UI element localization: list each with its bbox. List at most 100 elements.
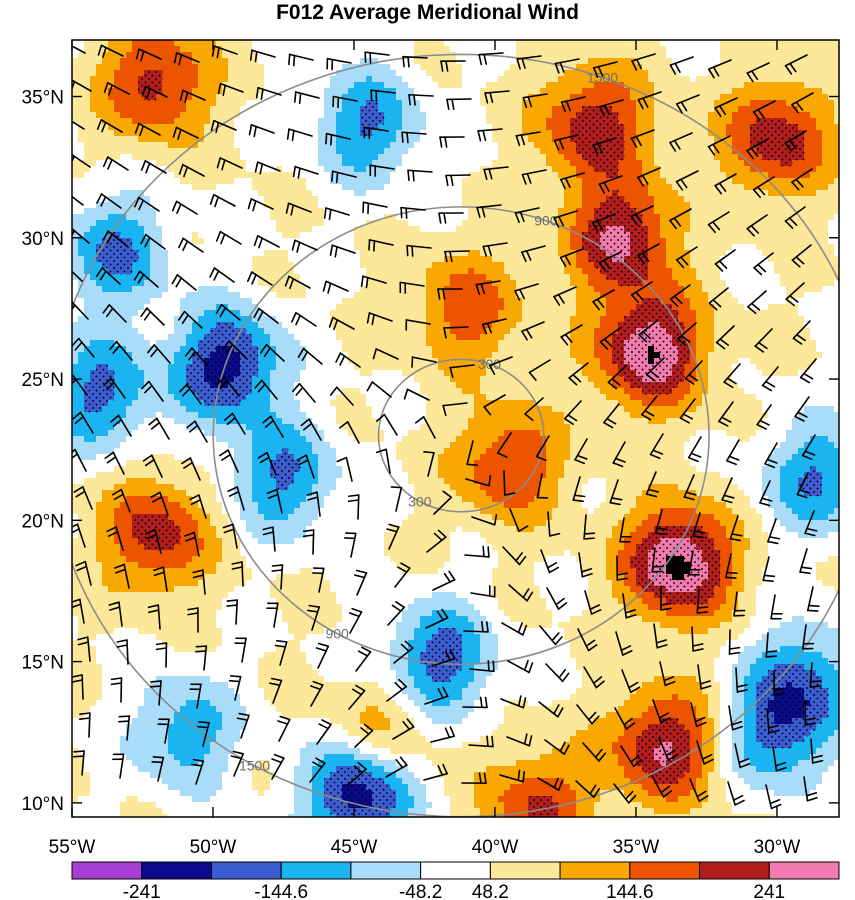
field-cell: [528, 184, 535, 191]
field-cell: [270, 196, 277, 203]
field-cell: [786, 94, 793, 101]
field-cell: [546, 76, 553, 83]
field-cell: [744, 142, 751, 149]
field-cell: [786, 244, 793, 251]
field-cell: [150, 172, 157, 179]
field-cell: [714, 160, 721, 167]
field-cell: [372, 142, 379, 149]
field-cell: [786, 100, 793, 107]
field-cell: [354, 214, 361, 221]
field-cell: [96, 238, 103, 245]
field-cell: [756, 46, 763, 53]
field-cell: [186, 190, 193, 197]
field-cell: [546, 52, 553, 59]
field-cell: [732, 166, 739, 173]
field-cell: [738, 142, 745, 149]
field-cell: [810, 208, 817, 215]
field-cell: [558, 94, 565, 101]
field-cell: [522, 190, 529, 197]
field-cell: [672, 130, 679, 137]
field-cell: [762, 76, 769, 83]
field-cell: [108, 148, 115, 155]
field-cell: [690, 40, 697, 47]
field-cell: [246, 172, 253, 179]
field-cell: [720, 130, 727, 137]
field-cell: [426, 88, 433, 95]
field-cell: [822, 154, 829, 161]
field-cell: [528, 40, 535, 47]
field-cell: [318, 256, 325, 263]
field-cell: [498, 262, 505, 269]
field-cell: [816, 166, 823, 173]
field-cell: [414, 112, 421, 119]
field-cell: [672, 268, 679, 275]
field-cell: [336, 256, 343, 263]
field-cell: [474, 64, 481, 71]
field-cell: [96, 232, 103, 239]
field-cell: [462, 40, 469, 47]
field-cell: [174, 256, 181, 263]
field-cell: [390, 232, 397, 239]
field-cell: [408, 244, 415, 251]
field-cell: [732, 220, 739, 227]
field-cell: [774, 94, 781, 101]
field-cell: [252, 70, 259, 77]
field-cell: [186, 40, 193, 47]
field-cell: [492, 250, 499, 257]
field-cell: [294, 76, 301, 83]
field-cell: [546, 250, 553, 257]
field-cell: [306, 52, 313, 59]
field-cell: [168, 262, 175, 269]
field-cell: [540, 106, 547, 113]
field-cell: [774, 70, 781, 77]
field-cell: [780, 82, 787, 89]
field-cell: [366, 142, 373, 149]
field-cell: [252, 256, 259, 263]
field-cell: [354, 142, 361, 149]
field-cell: [378, 94, 385, 101]
field-cell: [108, 178, 115, 185]
field-cell: [672, 40, 679, 47]
field-cell: [162, 268, 169, 275]
field-cell: [726, 244, 733, 251]
field-cell: [396, 154, 403, 161]
field-cell: [294, 106, 301, 113]
field-cell: [618, 40, 625, 47]
field-cell: [708, 190, 715, 197]
field-cell: [624, 178, 631, 185]
field-cell: [774, 232, 781, 239]
field-cell: [822, 238, 829, 245]
field-cell: [720, 196, 727, 203]
field-cell: [414, 190, 421, 197]
field-cell: [72, 250, 79, 257]
field-cell: [186, 184, 193, 191]
field-cell: [738, 106, 745, 113]
field-cell: [102, 220, 109, 227]
field-cell: [336, 124, 343, 131]
field-cell: [336, 238, 343, 245]
field-cell: [174, 88, 181, 95]
field-cell: [384, 112, 391, 119]
field-cell: [468, 262, 475, 269]
field-cell: [462, 256, 469, 263]
field-cell: [354, 124, 361, 131]
field-cell: [498, 244, 505, 251]
field-cell: [420, 160, 427, 167]
field-cell: [804, 208, 811, 215]
field-cell: [774, 64, 781, 71]
field-cell: [402, 268, 409, 275]
field-cell: [474, 76, 481, 83]
field-cell: [474, 40, 481, 47]
field-cell: [768, 106, 775, 113]
field-cell: [72, 130, 79, 137]
field-cell: [276, 238, 283, 245]
field-cell: [216, 178, 223, 185]
field-cell: [804, 262, 811, 269]
field-cell: [78, 100, 85, 107]
field-cell: [318, 196, 325, 203]
field-cell: [348, 118, 355, 125]
field-cell: [282, 166, 289, 173]
field-cell: [738, 40, 745, 47]
field-cell: [336, 220, 343, 227]
field-cell: [744, 94, 751, 101]
